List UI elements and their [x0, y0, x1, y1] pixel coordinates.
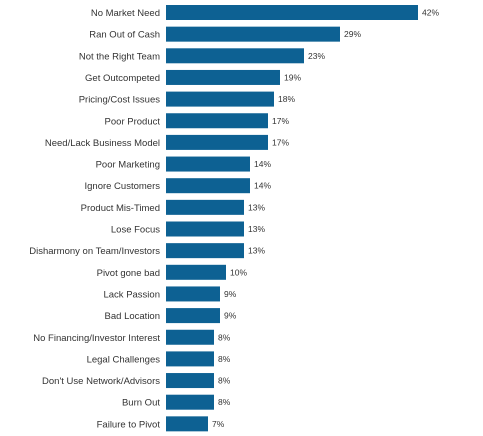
value-label: 13% — [248, 246, 265, 256]
category-label: Don't Use Network/Advisors — [42, 376, 160, 387]
bar — [166, 134, 268, 150]
category-labels-group: No Market Need Ran Out of Cash Not the Rig… — [29, 8, 160, 430]
bar — [166, 329, 214, 345]
category-label: Ignore Customers — [84, 181, 160, 192]
value-labels-group: 42% 29% 23% 19% 18% 17% 17% 14% 14% 13% 13% 13% 10% 9… — [212, 8, 439, 429]
category-label: Lose Focus — [111, 225, 160, 236]
category-label: Product Mis-Timed — [81, 203, 160, 214]
value-label: 17% — [272, 137, 289, 147]
value-label: 17% — [272, 116, 289, 126]
value-label: 8% — [218, 332, 231, 342]
category-label: Lack Passion — [103, 289, 160, 300]
value-label: 14% — [254, 181, 271, 191]
bar — [166, 48, 304, 64]
value-label: 8% — [218, 397, 231, 407]
bar — [166, 113, 268, 129]
value-label: 8% — [218, 376, 231, 386]
value-label: 23% — [308, 51, 325, 61]
bar — [166, 91, 274, 107]
category-label: No Market Need — [91, 8, 160, 19]
value-label: 7% — [212, 419, 225, 429]
category-label: Need/Lack Business Model — [45, 138, 160, 149]
value-label: 9% — [224, 311, 237, 321]
bar — [166, 221, 244, 237]
bars-group — [166, 5, 418, 432]
category-label: Ran Out of Cash — [89, 30, 160, 41]
bar — [166, 69, 280, 85]
bar — [166, 5, 418, 20]
value-label: 13% — [248, 202, 265, 212]
bar — [166, 308, 220, 324]
bar — [166, 373, 214, 389]
value-label: 19% — [284, 72, 301, 82]
category-label: Burn Out — [122, 398, 160, 409]
category-label: Pricing/Cost Issues — [79, 95, 161, 106]
bar — [166, 178, 250, 194]
bar — [166, 286, 220, 302]
value-label: 10% — [230, 267, 247, 277]
category-label: Pivot gone bad — [97, 268, 160, 279]
value-label: 13% — [248, 224, 265, 234]
category-label: Poor Marketing — [96, 160, 160, 171]
bar — [166, 416, 208, 432]
bar — [166, 351, 214, 367]
category-label: No Financing/Investor Interest — [33, 333, 160, 344]
bar — [166, 394, 214, 410]
value-label: 42% — [422, 8, 439, 18]
category-label: Not the Right Team — [79, 51, 160, 62]
value-label: 14% — [254, 159, 271, 169]
bar — [166, 26, 340, 42]
category-label: Bad Location — [105, 311, 160, 322]
bar — [166, 243, 244, 259]
category-label: Failure to Pivot — [97, 419, 161, 430]
category-label: Disharmony on Team/Investors — [29, 246, 160, 257]
value-label: 29% — [344, 29, 361, 39]
bar — [166, 156, 250, 172]
category-label: Legal Challenges — [87, 354, 161, 365]
category-label: Poor Product — [105, 116, 161, 127]
category-label: Get Outcompeted — [85, 73, 160, 84]
value-label: 18% — [278, 94, 295, 104]
value-label: 8% — [218, 354, 231, 364]
bar — [166, 199, 244, 215]
value-label: 9% — [224, 289, 237, 299]
bar — [166, 264, 226, 280]
